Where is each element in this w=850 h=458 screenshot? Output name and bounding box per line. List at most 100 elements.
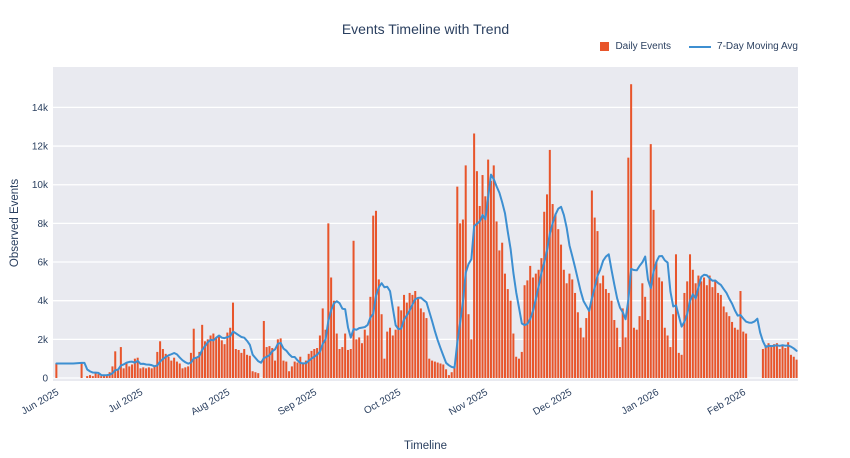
legend: Daily Events 7-Day Moving Avg	[600, 41, 798, 52]
daily-events-bar	[417, 298, 420, 378]
daily-events-bar	[405, 302, 408, 378]
daily-events-bar	[644, 296, 647, 378]
daily-events-bar	[456, 186, 459, 378]
daily-events-bar	[403, 294, 406, 378]
daily-events-bar	[55, 363, 58, 378]
daily-events-bar	[604, 289, 607, 378]
legend-label-daily-events: Daily Events	[615, 41, 672, 52]
daily-events-bar	[773, 344, 776, 378]
y-tick-label: 14k	[32, 103, 49, 114]
daily-events-bar	[150, 368, 153, 378]
daily-events-bar	[447, 375, 450, 378]
daily-events-bar	[164, 353, 167, 378]
daily-events-bar	[666, 335, 669, 378]
daily-events-bar	[170, 360, 173, 378]
daily-events-bar	[419, 308, 422, 378]
daily-events-bar	[355, 339, 358, 378]
daily-events-bar	[733, 327, 736, 378]
daily-events-bar	[728, 316, 731, 378]
daily-events-bar	[560, 244, 563, 378]
legend-item-daily-events[interactable]: Daily Events	[600, 41, 671, 52]
daily-events-bar	[540, 258, 543, 378]
daily-events-bar	[316, 348, 319, 378]
daily-events-bar	[173, 357, 176, 378]
daily-events-bar	[655, 262, 658, 378]
daily-events-bar	[503, 273, 506, 378]
daily-events-bar	[621, 308, 624, 378]
daily-events-bar	[178, 363, 181, 378]
daily-events-bar	[145, 368, 148, 378]
daily-events-bar	[593, 217, 596, 378]
daily-events-bar	[761, 349, 764, 378]
daily-events-bar	[635, 329, 638, 378]
y-tick-label: 8k	[37, 219, 49, 230]
daily-events-bar	[672, 314, 675, 378]
daily-events-bar	[498, 250, 501, 378]
daily-events-bar	[262, 320, 265, 378]
daily-events-bar	[279, 338, 282, 378]
daily-events-bar	[389, 327, 392, 378]
y-tick-label: 6k	[37, 258, 49, 269]
daily-events-bar	[767, 343, 770, 378]
daily-events-bar	[304, 360, 307, 378]
daily-events-bar	[119, 347, 122, 378]
daily-events-bar	[506, 289, 509, 378]
daily-events-bar	[789, 354, 792, 378]
daily-events-bar	[192, 328, 195, 378]
x-tick-label: Jan 2026	[620, 387, 662, 417]
daily-events-bar	[117, 370, 120, 378]
daily-events-bar	[775, 343, 778, 378]
daily-events-bar	[203, 341, 206, 378]
daily-events-bar	[660, 281, 663, 378]
daily-events-bar	[492, 165, 495, 378]
daily-events-bar	[610, 300, 613, 378]
daily-events-bar	[641, 283, 644, 378]
daily-events-bar	[568, 273, 571, 378]
x-tick-label: Jul 2025	[107, 387, 146, 416]
daily-events-bar	[683, 292, 686, 378]
daily-events-bar	[714, 281, 717, 378]
daily-events-bar	[198, 351, 201, 378]
daily-events-bar	[548, 149, 551, 378]
daily-events-bar	[133, 358, 136, 378]
daily-events-bar	[697, 275, 700, 378]
daily-events-bar	[439, 363, 442, 378]
daily-events-bar	[436, 362, 439, 378]
daily-events-bar	[742, 331, 745, 378]
daily-events-bar	[229, 327, 232, 378]
daily-events-bar	[290, 366, 293, 378]
daily-events-bar	[433, 361, 436, 378]
daily-events-bar	[512, 333, 515, 378]
daily-events-bar	[596, 231, 599, 378]
daily-events-bar	[453, 366, 456, 378]
daily-events-bar	[386, 331, 389, 378]
daily-events-bar	[501, 242, 504, 378]
daily-events-bar	[554, 213, 557, 378]
daily-events-bar	[520, 351, 523, 378]
moving-avg-line	[55, 173, 798, 377]
daily-events-bar	[719, 294, 722, 378]
daily-events-bar	[251, 371, 254, 378]
daily-events-bar	[296, 362, 299, 378]
daily-events-bar	[450, 372, 453, 378]
daily-events-bar	[128, 366, 131, 378]
daily-events-bar	[282, 360, 285, 378]
daily-events-bar	[627, 157, 630, 378]
daily-events-bar	[352, 240, 355, 378]
legend-item-moving-avg[interactable]: 7-Day Moving Avg	[689, 41, 798, 52]
daily-events-bar	[523, 285, 526, 378]
daily-events-bar	[475, 171, 478, 378]
daily-events-bar	[103, 376, 106, 378]
daily-events-bar	[686, 281, 689, 378]
daily-events-bar	[220, 340, 223, 378]
daily-events-bar	[745, 333, 748, 378]
daily-events-bar	[495, 221, 498, 378]
bar-swatch-icon	[600, 42, 610, 51]
daily-events-bar	[649, 144, 652, 378]
daily-events-bar	[248, 355, 251, 378]
daily-events-bar	[394, 329, 397, 378]
daily-events-bar	[167, 356, 170, 378]
daily-events-bar	[602, 275, 605, 378]
